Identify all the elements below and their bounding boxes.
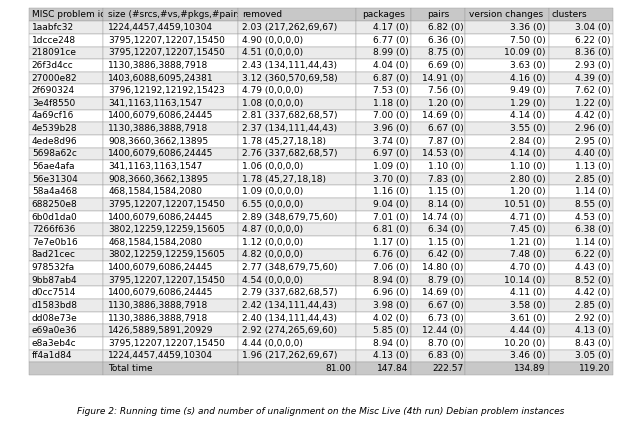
- Text: Figure 2: Running time (s) and number of unalignment on the Misc Live (4th run) : Figure 2: Running time (s) and number of…: [77, 407, 565, 416]
